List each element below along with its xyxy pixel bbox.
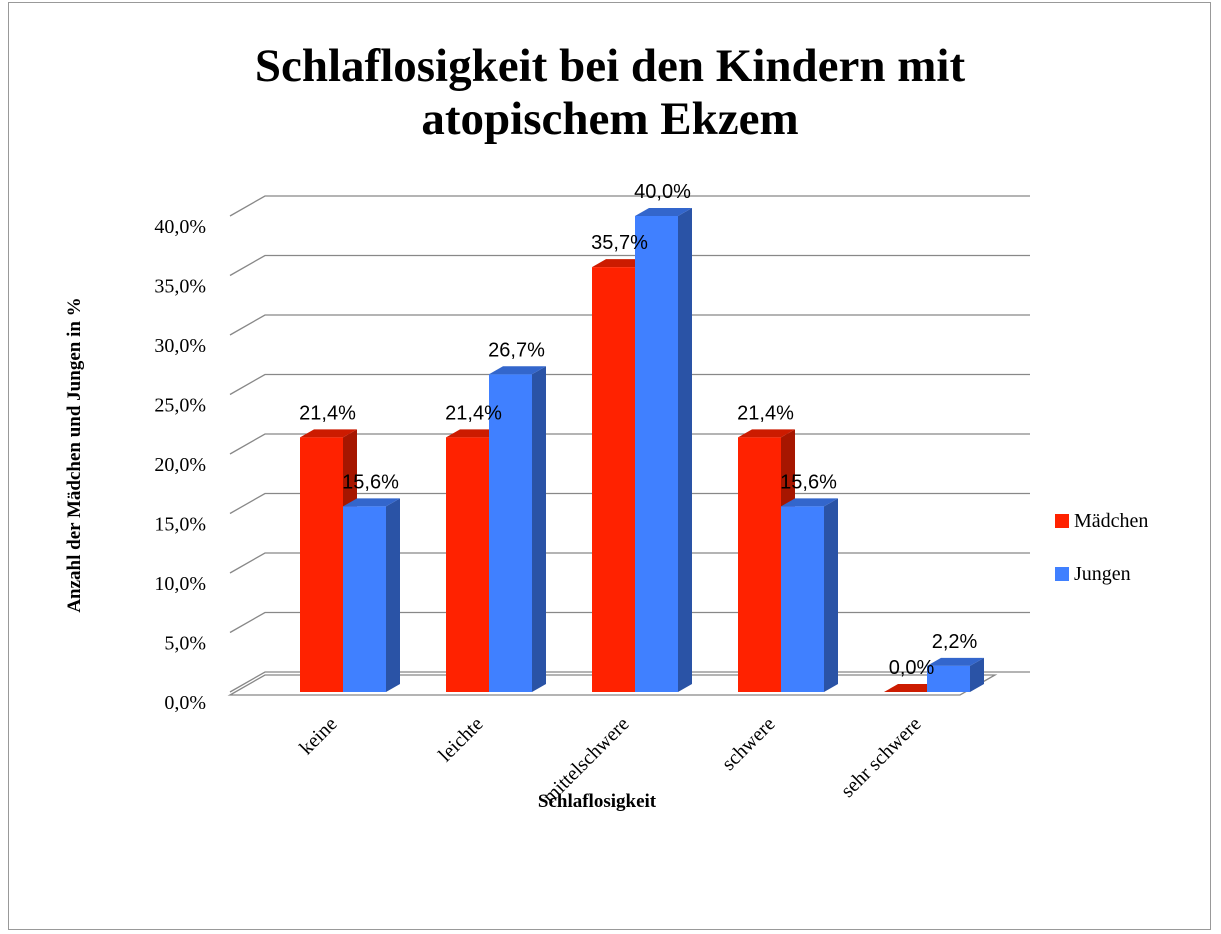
y-tick-label: 35,0%	[154, 276, 206, 298]
bar	[635, 208, 692, 692]
legend-label: Mädchen	[1074, 510, 1148, 532]
x-tick-label: leichte	[434, 713, 487, 766]
x-axis-label: Schlaflosigkeit	[538, 791, 657, 812]
chart-title: Schlaflosigkeit bei den Kindern mit atop…	[254, 40, 966, 145]
y-tick-label: 20,0%	[154, 454, 206, 476]
value-label: 21,4%	[299, 402, 356, 424]
value-label: 21,4%	[737, 402, 794, 424]
bar-face	[824, 498, 838, 692]
value-label: 21,4%	[445, 402, 502, 424]
bar-face	[884, 684, 941, 692]
bar-face	[300, 429, 357, 438]
chart-frame	[8, 2, 1211, 930]
grid-line	[229, 373, 1030, 396]
bar-face	[343, 498, 400, 507]
value-label: 26,7%	[488, 339, 545, 361]
bar-face	[592, 259, 649, 268]
bar-face	[489, 374, 532, 692]
y-tick-label: 30,0%	[154, 335, 206, 357]
bar-face	[678, 208, 692, 692]
bar	[781, 498, 838, 692]
bar-face	[489, 366, 546, 375]
value-label: 35,7%	[591, 232, 648, 254]
bar	[489, 366, 546, 692]
grid-line	[229, 254, 1030, 277]
grid-line	[229, 195, 1030, 217]
bar-face	[927, 657, 984, 666]
grid-line	[229, 314, 1030, 336]
bar-face	[343, 506, 386, 692]
legend-label: Jungen	[1074, 563, 1131, 585]
bar-face	[738, 437, 781, 692]
bar-face	[446, 429, 503, 438]
bar-face	[446, 437, 489, 692]
bar	[927, 657, 984, 692]
x-tick-label: sehr schwere	[837, 713, 926, 802]
bar-face	[635, 216, 678, 692]
bar-face	[635, 208, 692, 216]
bar-face	[781, 498, 838, 507]
bar-face	[300, 437, 343, 692]
bar-face	[970, 657, 984, 692]
bar	[884, 684, 941, 692]
bar-face	[738, 429, 795, 438]
legend-swatch	[1055, 514, 1069, 528]
y-tick-label: 15,0%	[154, 514, 206, 536]
value-label: 40,0%	[634, 181, 691, 203]
bar-face	[386, 498, 400, 692]
value-label: 2,2%	[932, 631, 978, 653]
bar-face	[532, 366, 546, 692]
y-tick-label: 0,0%	[164, 692, 206, 714]
bar-face	[592, 267, 635, 692]
bar-face	[781, 506, 824, 692]
y-tick-label: 10,0%	[154, 573, 206, 595]
x-tick-label: keine	[295, 713, 341, 759]
value-label: 0,0%	[889, 657, 935, 679]
y-tick-label: 25,0%	[154, 395, 206, 417]
x-tick-label: schwere	[718, 713, 780, 775]
bar-face	[927, 665, 970, 692]
y-axis-label: Anzahl der Mädchen und Jungen in %	[64, 297, 85, 612]
y-tick-label: 5,0%	[164, 633, 206, 655]
y-tick-label: 40,0%	[154, 216, 206, 238]
value-label: 15,6%	[780, 471, 837, 493]
bar	[343, 498, 400, 692]
legend-swatch	[1055, 567, 1069, 581]
floor	[227, 674, 998, 696]
value-label: 15,6%	[342, 471, 399, 493]
